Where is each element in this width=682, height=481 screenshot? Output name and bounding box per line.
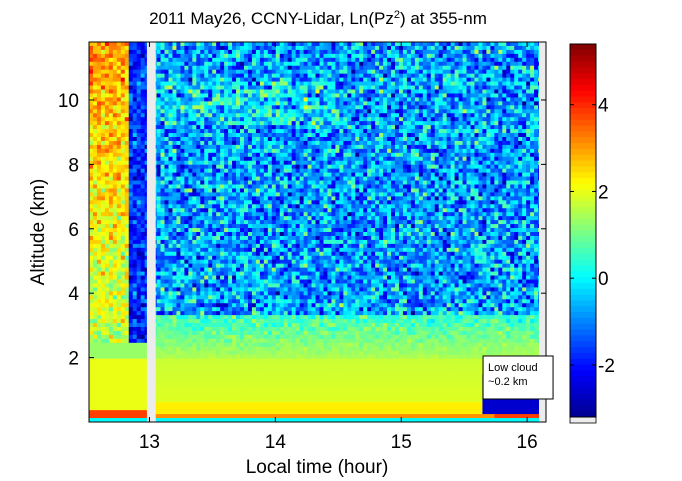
colorbar-segment <box>570 61 596 68</box>
heatmap-cells <box>89 42 546 422</box>
colorbar-segment <box>570 376 596 383</box>
y-tick-label: 2 <box>68 349 79 370</box>
colorbar-segment <box>570 236 596 243</box>
colorbar-segment <box>570 73 596 80</box>
colorbar-segment <box>570 154 596 162</box>
colorbar-segment <box>570 224 596 232</box>
x-tick-label: 15 <box>391 432 412 453</box>
colorbar-under <box>569 416 597 424</box>
y-axis-label: Altitude (km) <box>28 179 49 286</box>
colorbar-segment <box>570 294 596 302</box>
colorbar-segment <box>570 288 596 296</box>
colorbar-segment <box>570 108 596 115</box>
colorbar-segment <box>570 411 596 418</box>
chart-title: 2011 May26, CCNY-Lidar, Ln(Pz2) at 355-n… <box>149 9 487 28</box>
colorbar-segment <box>570 230 596 237</box>
colorbar-segment <box>570 317 596 325</box>
colorbar-segment <box>570 382 596 389</box>
colorbar-segment <box>570 178 596 185</box>
colorbar-frame <box>569 43 597 418</box>
colorbar-segment <box>570 160 596 167</box>
y-tick-label: 10 <box>58 91 79 112</box>
colorbar-segment <box>570 207 596 214</box>
colorbar-segment <box>570 277 596 284</box>
colorbar-tick-label: -2 <box>598 356 615 377</box>
colorbar-segment <box>570 96 596 103</box>
colorbar-segment <box>570 67 596 74</box>
colorbar-segment <box>570 271 596 278</box>
x-tick-label: 13 <box>139 432 160 453</box>
colorbar-segment <box>570 44 596 51</box>
colorbar-segment <box>570 131 596 138</box>
annotation-text: ~0.2 km <box>488 376 527 388</box>
plot-right-margin <box>539 42 546 422</box>
colorbar-segment <box>570 113 596 121</box>
colorbar-segment <box>570 323 596 331</box>
colorbar-segment <box>570 84 596 92</box>
data-gap-strip <box>146 42 156 422</box>
colorbar-segment <box>570 148 596 156</box>
colorbar-segment <box>570 341 596 348</box>
colorbar-segment <box>570 119 596 127</box>
plot-frame <box>88 41 547 423</box>
colorbar-segment <box>570 247 596 255</box>
colorbar-segment <box>570 364 596 371</box>
annotations: Low cloud ~0.2 km <box>482 355 554 400</box>
colorbar-segment <box>570 201 596 208</box>
colorbar-tick-label: 4 <box>598 96 609 117</box>
colorbar-segment <box>570 399 596 406</box>
colorbar-segment <box>570 329 596 337</box>
colorbar-tick-label: 2 <box>598 182 609 203</box>
x-tick-label: 14 <box>265 432 287 453</box>
colorbar-segment <box>570 358 596 366</box>
annotation-box <box>482 355 554 400</box>
colorbar-segment <box>570 218 596 226</box>
colorbar-segment <box>570 189 596 197</box>
colorbar-segment <box>570 166 596 173</box>
colorbar-segment <box>570 352 596 360</box>
colorbar-segment <box>570 405 596 412</box>
colorbar-segment <box>570 195 596 202</box>
colorbar-segment <box>570 55 596 63</box>
colorbar-segment <box>570 242 596 249</box>
x-tick-label: 16 <box>517 432 538 453</box>
colorbar-segment <box>570 265 596 272</box>
colorbar-segment <box>570 172 596 179</box>
colorbar-segment <box>570 137 596 144</box>
colorbar-segment <box>570 282 596 290</box>
colorbar-segment <box>570 347 596 354</box>
colorbar-segment <box>570 306 596 313</box>
colorbar-segment <box>570 183 596 191</box>
y-tick-label: 4 <box>68 284 79 305</box>
y-tick-label: 6 <box>68 220 79 241</box>
colorbar-segment <box>570 370 596 377</box>
colorbar-segment <box>570 393 596 401</box>
x-axis-label: Local time (hour) <box>246 457 389 478</box>
colorbar-segment <box>570 102 596 109</box>
colorbar-segment <box>570 387 596 395</box>
x-axis-ticks: 13 14 15 16 <box>139 42 538 453</box>
colorbar-segment <box>570 49 596 57</box>
colorbar-segment <box>570 90 596 98</box>
colorbar-segment <box>570 335 596 342</box>
colorbar-segment <box>570 253 596 261</box>
colorbar-segment <box>570 78 596 86</box>
colorbar-segment <box>570 125 596 133</box>
colorbar-segment <box>570 259 596 267</box>
colorbar: -2 0 2 4 <box>569 43 615 424</box>
colorbar-segment <box>570 300 596 307</box>
colorbar-segment <box>570 312 596 319</box>
y-tick-label: 8 <box>68 155 79 176</box>
colorbar-segment <box>570 143 596 150</box>
colorbar-segment <box>570 213 596 220</box>
annotation-text: Low cloud <box>488 362 538 374</box>
colorbar-tick-label: 0 <box>598 269 609 290</box>
